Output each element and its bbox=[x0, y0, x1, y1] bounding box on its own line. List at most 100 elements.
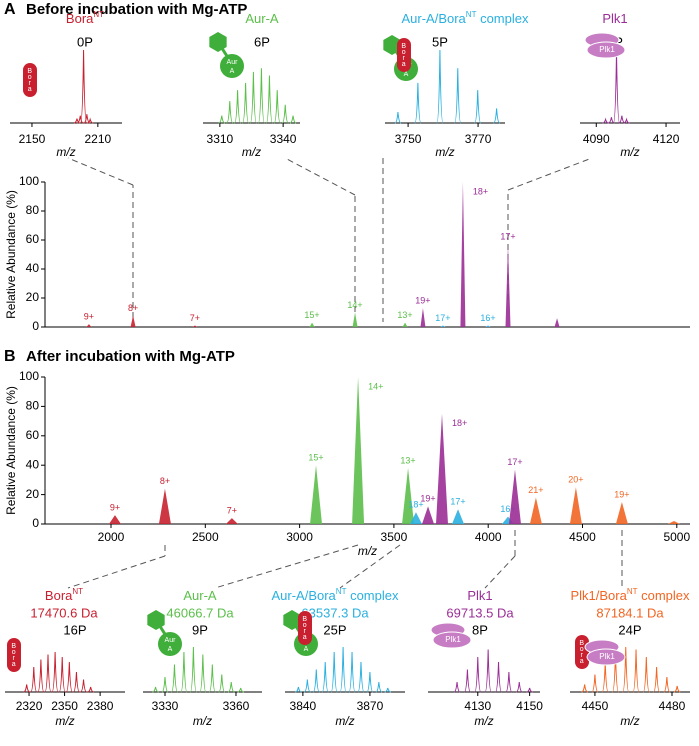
peak bbox=[158, 488, 171, 524]
peak bbox=[225, 518, 238, 524]
name: Aur-A bbox=[245, 11, 279, 26]
x-tick-label: 4000 bbox=[475, 530, 502, 544]
peak-label: 18+ bbox=[408, 500, 423, 510]
aur-icon-label: Aur bbox=[227, 59, 239, 66]
peak bbox=[352, 377, 365, 524]
phospho-state: 8P bbox=[472, 622, 488, 637]
phospho-state: 0P bbox=[77, 34, 93, 49]
peak bbox=[86, 324, 92, 327]
isotope-peak bbox=[180, 651, 188, 693]
peak-label: 16+ bbox=[480, 313, 495, 323]
isotope-peak bbox=[65, 661, 73, 693]
peak-label: 9+ bbox=[110, 503, 120, 513]
x-tick-label: 2320 bbox=[16, 699, 43, 713]
x-tick-label: 5000 bbox=[663, 530, 690, 544]
connector bbox=[507, 157, 593, 191]
name: Plk1 bbox=[467, 588, 492, 603]
panel-title: After incubation with Mg-ATP bbox=[26, 348, 235, 365]
isotope-peak bbox=[58, 656, 66, 693]
isotope-peak bbox=[632, 649, 640, 693]
peak-label: 17+ bbox=[507, 457, 522, 467]
y-tick-label: 0 bbox=[32, 516, 39, 530]
peak-label: 17+ bbox=[435, 313, 450, 323]
peak bbox=[554, 318, 560, 327]
connector bbox=[67, 157, 134, 186]
panel-label: A bbox=[4, 1, 16, 18]
x-axis-label: m/z bbox=[242, 145, 261, 159]
isotope-peak bbox=[23, 684, 30, 693]
species-name: Plk1/BoraNT complex bbox=[570, 587, 690, 603]
x-tick-label: 4450 bbox=[582, 699, 609, 713]
peak bbox=[192, 325, 198, 327]
isotope-peak bbox=[394, 112, 402, 124]
isotope-peak bbox=[321, 661, 329, 693]
isotope-peak bbox=[602, 117, 609, 124]
bora-icon bbox=[575, 635, 589, 669]
y-tick-label: 60 bbox=[26, 232, 40, 246]
y-tick-label: 20 bbox=[26, 290, 40, 304]
peak bbox=[460, 182, 466, 327]
phospho-state: 25P bbox=[323, 622, 346, 637]
bora-icon-label: Bora bbox=[301, 616, 308, 640]
x-axis-label: m/z bbox=[55, 714, 74, 728]
isotope-peak bbox=[87, 686, 94, 693]
phospho-state: 6P bbox=[254, 34, 270, 49]
peak-label: 8+ bbox=[128, 303, 138, 313]
y-tick-label: 60 bbox=[26, 428, 40, 442]
x-tick-label: 3770 bbox=[465, 132, 492, 146]
species-name: BoraNT bbox=[45, 587, 83, 603]
species-name: Aur-A bbox=[245, 11, 279, 26]
peak-label: 21+ bbox=[528, 485, 543, 495]
peak-label: 15+ bbox=[308, 453, 323, 463]
y-tick-label: 0 bbox=[32, 319, 39, 333]
isotope-peak bbox=[77, 115, 84, 124]
x-tick-label: 3000 bbox=[286, 530, 313, 544]
isotope-peak bbox=[414, 82, 422, 124]
name: Plk1 bbox=[602, 11, 627, 26]
name: Bora bbox=[66, 11, 94, 26]
isotope-peak bbox=[218, 115, 225, 124]
y-axis-label: Relative Abundance (%) bbox=[4, 386, 18, 515]
plk1-icon-label: Plk1 bbox=[599, 652, 615, 661]
isotope-peak bbox=[249, 71, 257, 124]
peak-label: 18+ bbox=[452, 418, 467, 428]
isotope-peak bbox=[228, 681, 235, 693]
isotope-peak bbox=[366, 671, 374, 693]
name: Aur-A/Bora bbox=[401, 11, 466, 26]
isotope-peak bbox=[375, 681, 383, 693]
peak-label: 17+ bbox=[450, 497, 465, 507]
x-tick-label: 3360 bbox=[223, 699, 250, 713]
peak-label: 7+ bbox=[190, 313, 200, 323]
aur-icon bbox=[220, 54, 244, 78]
isotope-peak bbox=[44, 654, 52, 693]
panel-title: Before incubation with Mg-ATP bbox=[26, 1, 247, 18]
peak bbox=[108, 515, 121, 524]
isotope-peak bbox=[51, 651, 59, 693]
species-mass: 69713.5 Da bbox=[446, 605, 514, 620]
connector bbox=[284, 157, 356, 196]
peak bbox=[309, 322, 315, 327]
peak-label: 16+ bbox=[500, 504, 515, 514]
isotope-peak bbox=[87, 117, 94, 124]
species-mass: 17470.6 Da bbox=[30, 605, 98, 620]
y-tick-label: 40 bbox=[26, 261, 40, 275]
connector bbox=[67, 555, 166, 589]
isotope-peak bbox=[608, 117, 615, 124]
x-tick-label: 3340 bbox=[270, 132, 297, 146]
isotope-peak bbox=[493, 108, 500, 124]
isotope-peak bbox=[436, 49, 444, 124]
isotope-peak bbox=[453, 681, 461, 693]
isotope-peak bbox=[674, 685, 681, 693]
name: Aur-A bbox=[183, 588, 217, 603]
isotope-peak bbox=[273, 90, 281, 124]
name-tail: complex bbox=[638, 588, 691, 603]
bora-icon-label: Bora bbox=[10, 643, 17, 667]
plk1-icon-label: Plk1 bbox=[599, 45, 615, 54]
peak-label: 19+ bbox=[614, 489, 629, 499]
x-tick-label: 2500 bbox=[192, 530, 219, 544]
species-mass: 46066.7 Da bbox=[166, 605, 234, 620]
x-tick-label: 3500 bbox=[381, 530, 408, 544]
bora-icon bbox=[298, 611, 312, 645]
isotope-peak bbox=[312, 669, 320, 693]
